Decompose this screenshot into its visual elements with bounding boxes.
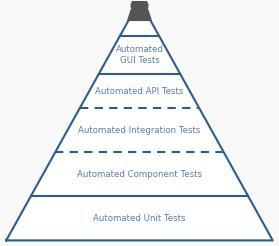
Text: Automated API Tests: Automated API Tests — [95, 87, 184, 96]
Polygon shape — [6, 1, 273, 240]
Text: Automated Component Tests: Automated Component Tests — [77, 170, 202, 179]
Polygon shape — [128, 10, 151, 20]
Circle shape — [131, 0, 148, 13]
Text: Automated
GUI Tests: Automated GUI Tests — [116, 46, 163, 65]
Text: Automated Integration Tests: Automated Integration Tests — [78, 126, 201, 135]
Text: Automated Unit Tests: Automated Unit Tests — [93, 214, 186, 223]
